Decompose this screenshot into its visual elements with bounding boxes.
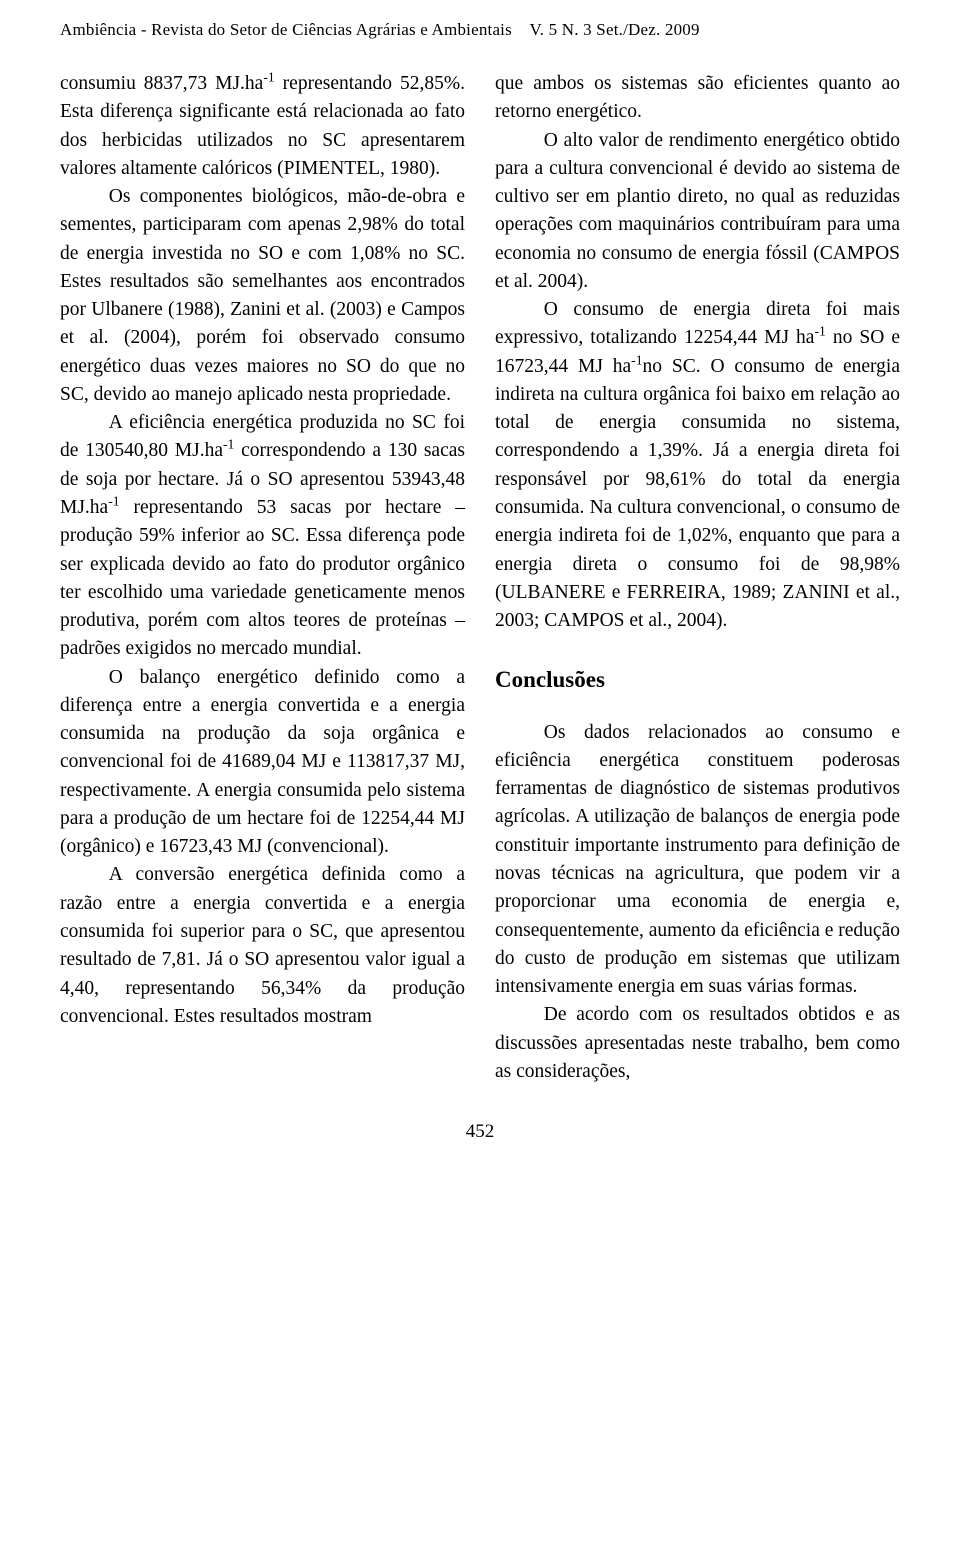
left-column: consumiu 8837,73 MJ.ha-1 representando 5…: [60, 70, 465, 1086]
paragraph: O consumo de energia direta foi mais exp…: [495, 296, 900, 635]
paragraph: que ambos os sistemas são eficientes qua…: [495, 70, 900, 127]
paragraph: consumiu 8837,73 MJ.ha-1 representando 5…: [60, 70, 465, 183]
page-header: Ambiência - Revista do Setor de Ciências…: [60, 20, 900, 40]
right-column: que ambos os sistemas são eficientes qua…: [495, 70, 900, 1086]
paragraph: A conversão energética definida como a r…: [60, 861, 465, 1031]
paragraph: Os componentes biológicos, mão-de-obra e…: [60, 183, 465, 409]
issue-info: V. 5 N. 3 Set./Dez. 2009: [529, 20, 699, 39]
paragraph: Os dados relacionados ao consumo e efici…: [495, 719, 900, 1002]
journal-title: Ambiência - Revista do Setor de Ciências…: [60, 20, 512, 39]
paragraph: O alto valor de rendimento energético ob…: [495, 127, 900, 297]
paragraph: O balanço energético definido como a dif…: [60, 664, 465, 862]
two-column-layout: consumiu 8837,73 MJ.ha-1 representando 5…: [60, 70, 900, 1086]
paragraph: De acordo com os resultados obtidos e as…: [495, 1001, 900, 1086]
conclusions-heading: Conclusões: [495, 663, 900, 696]
page-number: 452: [60, 1121, 900, 1143]
paragraph: A eficiência energética produzida no SC …: [60, 409, 465, 663]
